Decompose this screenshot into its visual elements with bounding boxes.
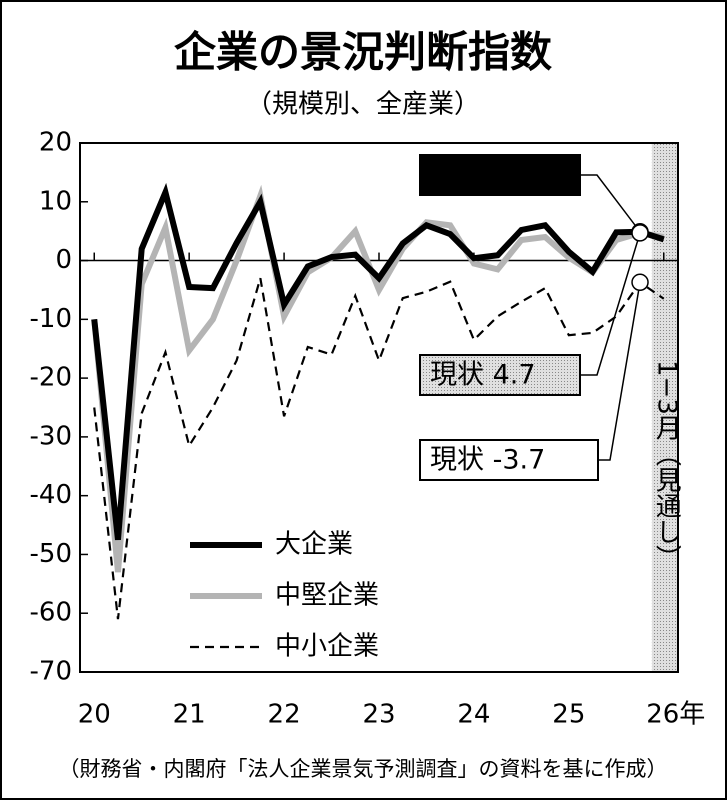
x-tick-label: 20	[78, 700, 111, 730]
x-tick-label: 26年	[646, 700, 705, 730]
y-tick-label: -30	[30, 421, 72, 451]
callout-text: 現状 4.7	[430, 360, 536, 391]
x-tick-label: 25	[552, 700, 585, 730]
callout-line	[598, 282, 641, 461]
series-line	[91, 184, 665, 573]
current-marker	[631, 224, 649, 242]
y-tick-label: -70	[30, 657, 72, 687]
y-tick-label: -10	[30, 304, 72, 334]
callout-text: 現状 -3.7	[430, 445, 545, 476]
callout-text: 現状 4.9	[430, 160, 536, 191]
x-tick-label: 22	[268, 700, 301, 730]
y-tick-label: -50	[30, 539, 72, 569]
forecast-label: 1−3月（見通し）	[651, 360, 681, 571]
callout-box	[419, 439, 599, 481]
callout-line	[580, 174, 641, 233]
x-tick-label: 21	[173, 700, 206, 730]
y-tick-label: -40	[30, 480, 72, 510]
y-tick-label: -20	[30, 363, 72, 393]
legend-label: 大企業	[275, 530, 353, 560]
series-line	[91, 182, 665, 541]
chart-subtitle: （規模別、全産業）	[246, 90, 480, 120]
chart-title: 企業の景況判断指数	[174, 28, 552, 77]
y-tick-label: -60	[30, 598, 72, 628]
x-tick-label: 23	[362, 700, 395, 730]
forecast-band	[651, 143, 678, 672]
y-tick-label: 20	[39, 128, 72, 158]
y-tick-label: 0	[55, 245, 72, 275]
source: （財務省・内閣府「法人企業景気予測調査」の資料を基に作成）	[59, 757, 668, 781]
x-tick-label: 24	[457, 700, 490, 730]
callout-box	[419, 354, 581, 396]
callout-box	[419, 154, 581, 196]
legend-label: 中堅企業	[275, 581, 379, 611]
current-marker	[631, 273, 649, 292]
plot-frame	[79, 142, 679, 673]
series-line	[93, 277, 665, 620]
legend-label: 中小企業	[275, 632, 379, 662]
callout-line	[580, 232, 641, 376]
y-tick-label: 10	[39, 186, 72, 216]
